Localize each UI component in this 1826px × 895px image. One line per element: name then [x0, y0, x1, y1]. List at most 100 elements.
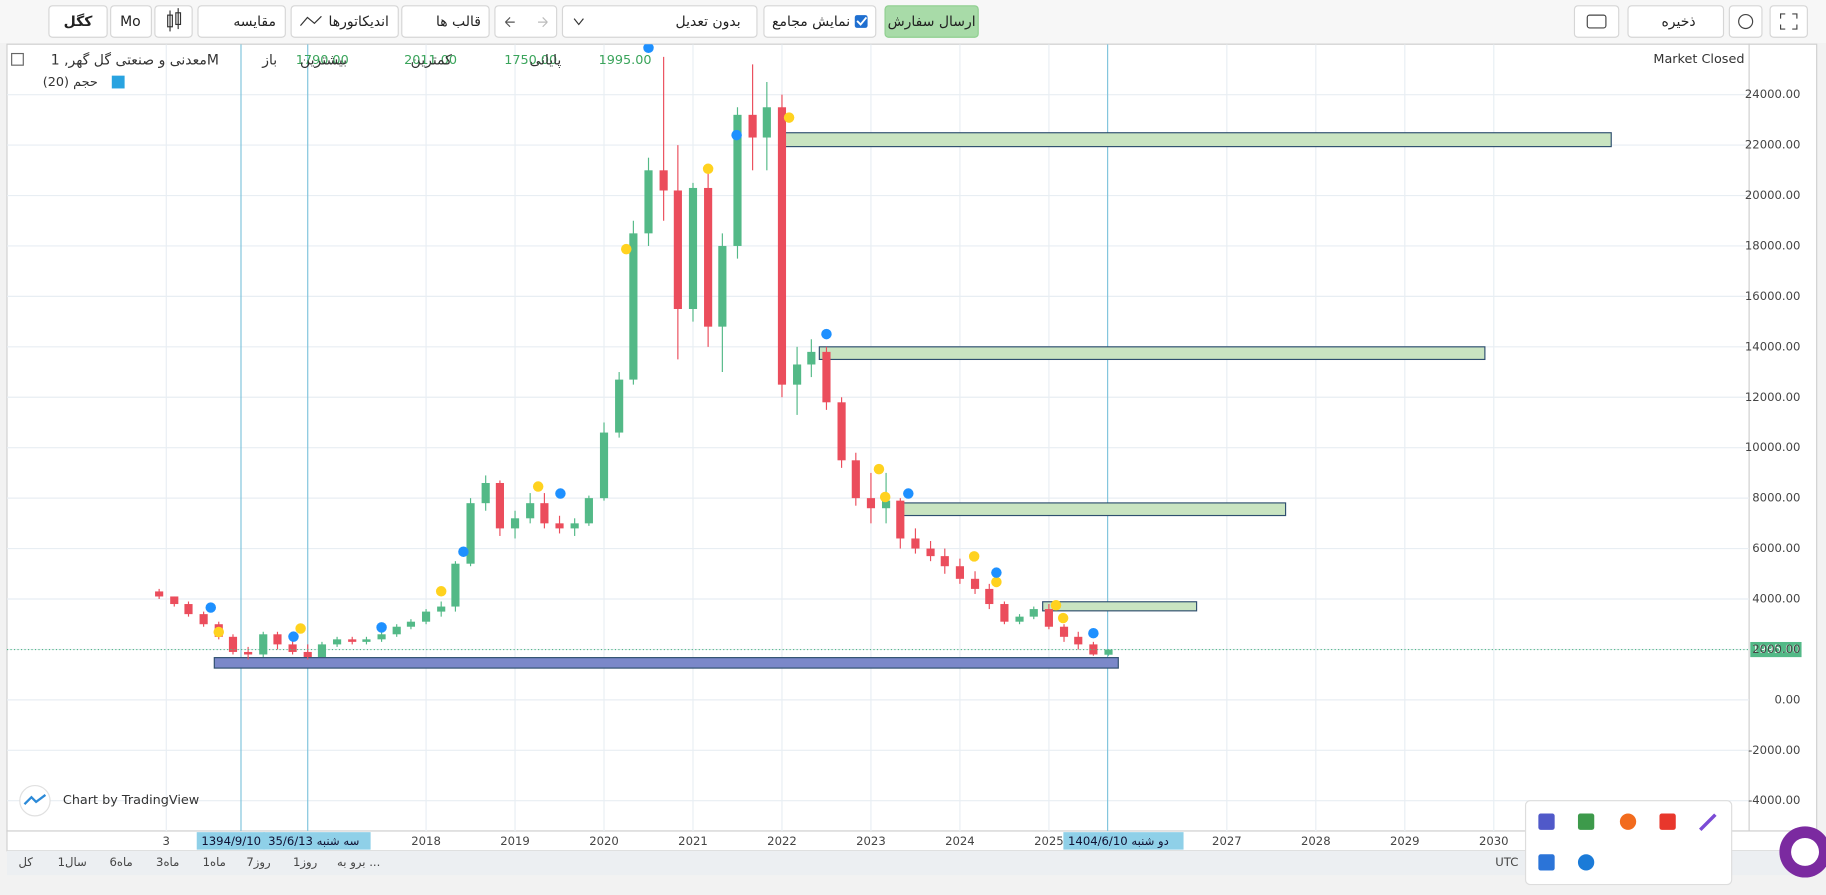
price-axis [1748, 43, 1818, 832]
signal-marker [295, 623, 306, 634]
tray-icon[interactable] [1577, 813, 1595, 830]
candle-body [526, 503, 535, 519]
branding[interactable]: Chart by TradingView [63, 793, 199, 808]
x-tick-label: 2030 [1479, 834, 1509, 848]
zone [213, 657, 1119, 669]
candle-body [748, 114, 757, 138]
fullscreen-icon [1780, 13, 1798, 30]
x-tick-label: 2028 [1301, 834, 1331, 848]
x-tick-label: 2022 [767, 834, 797, 848]
range-button[interactable]: 6ماه [109, 855, 132, 869]
indicators-button[interactable] [290, 5, 399, 38]
crosshair-label: 35/6/13 سه شنبه [268, 834, 359, 848]
candle-body [421, 611, 431, 622]
tv-logo-mark [23, 793, 47, 806]
candle-body [1015, 616, 1024, 622]
tray-icon[interactable] [1577, 854, 1595, 871]
snapshot-button[interactable] [1573, 5, 1620, 38]
undo-redo[interactable] [494, 5, 558, 38]
goto-date[interactable]: برو به ... [337, 855, 380, 870]
candle-body [451, 563, 460, 607]
crosshair-label-box [1063, 832, 1184, 850]
indicators-icon [300, 15, 322, 26]
save-button[interactable] [1627, 5, 1725, 38]
candle-body [822, 351, 831, 403]
crosshair-label: 1404/6/10 دو شنبه [1068, 834, 1169, 849]
checkbox[interactable] [854, 15, 868, 28]
range-button[interactable]: 1ماه [203, 855, 226, 869]
adjustment: بدون تعدیل [676, 14, 741, 30]
candle-body [540, 503, 549, 524]
adjustment-dropdown[interactable] [561, 5, 758, 38]
candle-body [911, 538, 920, 549]
candle-body [762, 107, 771, 138]
camera-icon [1586, 14, 1607, 29]
range-button[interactable]: کل [18, 855, 33, 869]
undo-icon [504, 17, 515, 28]
candle-body [466, 503, 475, 564]
range-button[interactable]: 7روز [246, 855, 270, 870]
signal-marker [376, 622, 387, 633]
tray-icon[interactable] [1698, 813, 1717, 832]
y-tick-label: -2000.00 [1748, 743, 1800, 757]
candle-body [170, 596, 179, 605]
fullscreen-button[interactable] [1769, 5, 1808, 38]
show-meetings: نمایش مجامع [772, 14, 850, 30]
y-tick-label: 6000.00 [1752, 541, 1800, 555]
zone [781, 132, 1612, 148]
candle-body [288, 644, 297, 652]
legend-open-label: باز [261, 53, 277, 69]
range-button[interactable]: 1روز [293, 855, 317, 870]
candle-body [155, 591, 164, 597]
candle-body [704, 187, 713, 327]
candle-body [777, 107, 787, 385]
meetings-toggle[interactable] [763, 5, 877, 38]
chart-type-button[interactable] [154, 5, 193, 38]
timezone[interactable]: UTC [1495, 855, 1518, 869]
bottom-bar [6, 850, 1817, 876]
save: ذخیره [1661, 14, 1695, 30]
send-order-button[interactable] [884, 5, 979, 38]
y-tick-label: 20000.00 [1745, 188, 1800, 202]
candle-body [437, 606, 446, 612]
candle-body [881, 500, 891, 509]
range-button[interactable]: 3ماه [156, 855, 179, 869]
tray-icon[interactable] [1619, 813, 1637, 830]
x-tick-label: 2023 [856, 834, 886, 848]
legend-high: 2011.00 [404, 53, 457, 68]
candle-body [555, 523, 564, 529]
tray-popup [1524, 800, 1733, 886]
candle-body [303, 651, 312, 657]
y-tick-label: 18000.00 [1745, 238, 1800, 252]
templates: قالب ها [436, 14, 481, 30]
interval-button[interactable] [110, 5, 152, 38]
y-tick-label: 16000.00 [1745, 289, 1800, 303]
x-tick-label: 2029 [1390, 834, 1420, 848]
symbol-button[interactable] [48, 5, 108, 38]
signal-marker [702, 163, 714, 175]
candle-body [199, 614, 208, 625]
tray-icon[interactable] [1538, 854, 1555, 871]
signal-marker [731, 129, 742, 141]
candle-body [985, 588, 994, 605]
send-order: ارسال سفارش [888, 14, 976, 30]
tray-icon[interactable] [1538, 813, 1555, 830]
candle-body [406, 621, 416, 627]
tray-icon[interactable] [1659, 813, 1676, 830]
x-tick-label: 2019 [500, 834, 530, 848]
range-button[interactable]: 1سال [58, 855, 87, 869]
y-tick-label: 12000.00 [1745, 390, 1800, 404]
y-tick-label: 0.00 [1774, 692, 1800, 706]
candle-body [866, 498, 876, 509]
settings-button[interactable] [1728, 5, 1763, 38]
candle-body [228, 636, 238, 652]
candle-body [273, 634, 282, 645]
collapse-icon[interactable] [11, 52, 24, 66]
candle-body [244, 651, 253, 655]
eye-icon[interactable] [111, 75, 125, 89]
candle-body [970, 578, 980, 589]
legend-low-label: کمترین [411, 53, 453, 69]
compare: مقایسه [233, 14, 276, 30]
templates-button[interactable] [401, 5, 490, 38]
compare-button[interactable] [197, 5, 286, 38]
